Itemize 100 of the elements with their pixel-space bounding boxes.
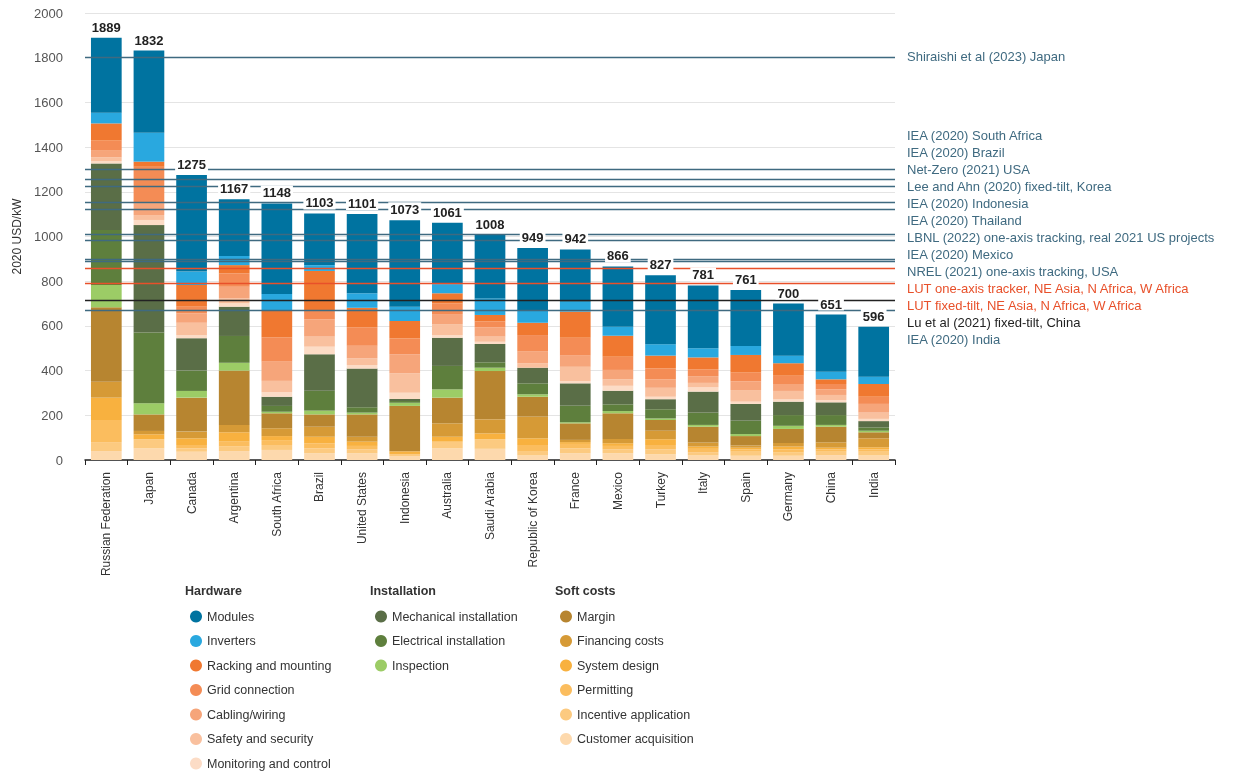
bar [90, 451, 122, 460]
total-label: 651 [820, 296, 842, 312]
bar [176, 271, 207, 285]
y-tick-label: 1600 [34, 94, 63, 110]
bar [346, 345, 378, 359]
bar [90, 161, 122, 164]
bar [687, 455, 719, 460]
bar [730, 401, 762, 404]
bar [559, 381, 591, 384]
bar [261, 428, 293, 437]
bar [389, 220, 421, 307]
bar [773, 401, 804, 416]
bar [261, 445, 293, 450]
bar [645, 387, 676, 397]
y-tick-label: 1400 [34, 139, 63, 155]
bar [730, 434, 762, 437]
bar [304, 390, 335, 411]
bar [773, 363, 804, 376]
bar [176, 431, 207, 439]
bar [474, 344, 506, 363]
legend-label: Electrical installation [392, 634, 506, 648]
x-tick-label: Germany [781, 472, 796, 522]
total-label: 700 [777, 285, 800, 301]
bar [815, 455, 847, 460]
bar [773, 303, 804, 356]
legend-label: Racking and mounting [207, 658, 332, 673]
legend-label: Cabling/wiring [207, 707, 286, 722]
bar [645, 454, 676, 460]
bar [304, 436, 335, 444]
bar [474, 419, 506, 434]
bar [176, 322, 207, 336]
bar [432, 314, 463, 325]
bar [559, 337, 591, 356]
bar [858, 421, 890, 428]
bar [517, 451, 548, 456]
bar [432, 397, 463, 424]
bar [218, 286, 250, 299]
x-tick-label: Indonesia [397, 471, 412, 525]
bar [687, 387, 719, 392]
bar [389, 455, 421, 460]
bar [687, 376, 719, 383]
bar [389, 405, 421, 452]
bar [517, 383, 548, 395]
bar [346, 307, 378, 328]
bar [432, 389, 463, 398]
total-label: 1889 [91, 19, 121, 35]
x-tick-label: Spain [738, 472, 753, 503]
x-tick-label: South Africa [269, 471, 284, 537]
total-label: 827 [649, 257, 672, 273]
total-label: 1008 [475, 216, 505, 232]
x-tick-label: France [568, 471, 583, 510]
bar [261, 413, 293, 429]
legend-label: Customer acquisition [577, 732, 694, 746]
legend-label: Permitting [577, 683, 634, 697]
bar [773, 399, 804, 402]
bar [730, 372, 762, 382]
bar [858, 432, 890, 439]
bar [304, 319, 335, 337]
bar [858, 384, 890, 397]
ref-line-label: Net-Zero (2021) USA [907, 162, 1031, 178]
total-label: 781 [692, 267, 715, 283]
bar [261, 380, 293, 393]
bar [815, 394, 847, 401]
bar [133, 414, 165, 431]
total-label: 942 [564, 231, 587, 247]
legend-label: Inverters [207, 634, 256, 648]
bar [602, 413, 634, 439]
x-tick-label: Brazil [312, 472, 327, 503]
bar [517, 438, 548, 446]
ref-line-label: LUT one-axis tracker, NE Asia, N Africa, W Africa [907, 281, 1190, 297]
bar [517, 367, 548, 384]
bar [90, 163, 122, 231]
bar [474, 371, 506, 420]
bar [218, 199, 250, 256]
x-tick-label: Saudi Arabia [483, 471, 497, 541]
bar [645, 275, 676, 345]
bar [346, 436, 378, 442]
bar [261, 440, 293, 446]
bar [815, 442, 847, 448]
bar [218, 446, 250, 452]
x-tick-label: Turkey [653, 472, 668, 509]
bar [602, 326, 634, 336]
bar [90, 150, 122, 158]
bar [602, 369, 634, 380]
bar [432, 423, 463, 437]
ref-line-label: Lu et al (2021) fixed-tilt, China [907, 315, 1082, 331]
bar [517, 351, 548, 364]
ref-line-label: LBNL (2022) one-axis tracking, real 2021 US projects [907, 230, 1215, 246]
bar [176, 338, 207, 371]
legend-label: Margin [577, 609, 616, 624]
bar [474, 439, 506, 449]
bar [304, 213, 335, 266]
bar [304, 346, 335, 355]
bar [261, 449, 293, 460]
bar [730, 346, 762, 355]
bar [687, 448, 719, 453]
y-tick-label: 200 [41, 407, 63, 423]
bar [687, 452, 719, 456]
total-label: 949 [521, 229, 544, 245]
bar [687, 357, 719, 370]
